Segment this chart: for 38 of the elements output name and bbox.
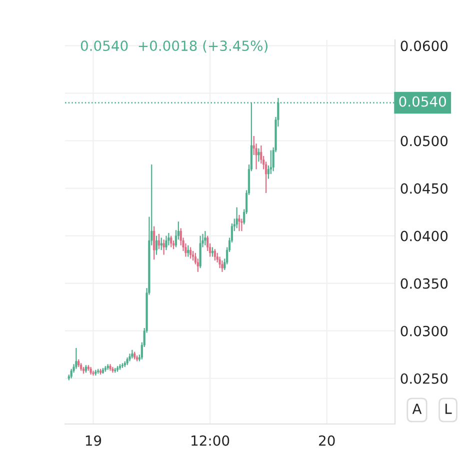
- candlestick: [153, 226, 156, 260]
- candlestick: [236, 206, 238, 229]
- y-tick-label: 0.0500: [400, 136, 448, 146]
- candlestick: [218, 256, 221, 269]
- candlestick: [190, 246, 192, 260]
- candlestick: [170, 235, 172, 248]
- candlestick: [211, 246, 214, 258]
- y-tick-label: 0.0450: [400, 183, 448, 194]
- x-tick-label: 12:00: [192, 435, 230, 446]
- text: L: [445, 404, 452, 414]
- candlestick: [162, 239, 165, 256]
- candlestick: [168, 232, 170, 246]
- candlestick: [187, 244, 190, 258]
- candlestick: [160, 237, 162, 251]
- candlestick: [204, 230, 206, 246]
- candlestick: [238, 214, 240, 232]
- candlestick: [221, 260, 224, 272]
- x-tick-label: 19: [86, 435, 102, 446]
- candlestick: [270, 150, 272, 175]
- text: A: [412, 404, 422, 414]
- candlestick: [75, 347, 78, 370]
- candlestick: [70, 368, 72, 379]
- y-tick-label: 0.0250: [400, 373, 448, 384]
- y-tick-label: 0.0400: [400, 230, 448, 242]
- y-tick-label: 0.0350: [400, 278, 448, 289]
- ref-line-label: 0.0540: [399, 96, 446, 107]
- candlestick: [192, 250, 194, 262]
- candlestick: [258, 148, 260, 162]
- candlestick: [214, 248, 216, 262]
- x-tick-label: 20: [319, 435, 335, 446]
- candlestick: [199, 235, 202, 269]
- y-tick-label: 0.0600: [400, 40, 448, 52]
- y-tick-label: 0.0300: [400, 326, 448, 336]
- candlestick: [165, 235, 168, 251]
- candlestick: [158, 233, 160, 250]
- chart-subtitle: 0.0540 +0.0018 (+3.45%): [80, 40, 268, 53]
- candlestick: [155, 235, 158, 256]
- candlestick: [240, 218, 243, 232]
